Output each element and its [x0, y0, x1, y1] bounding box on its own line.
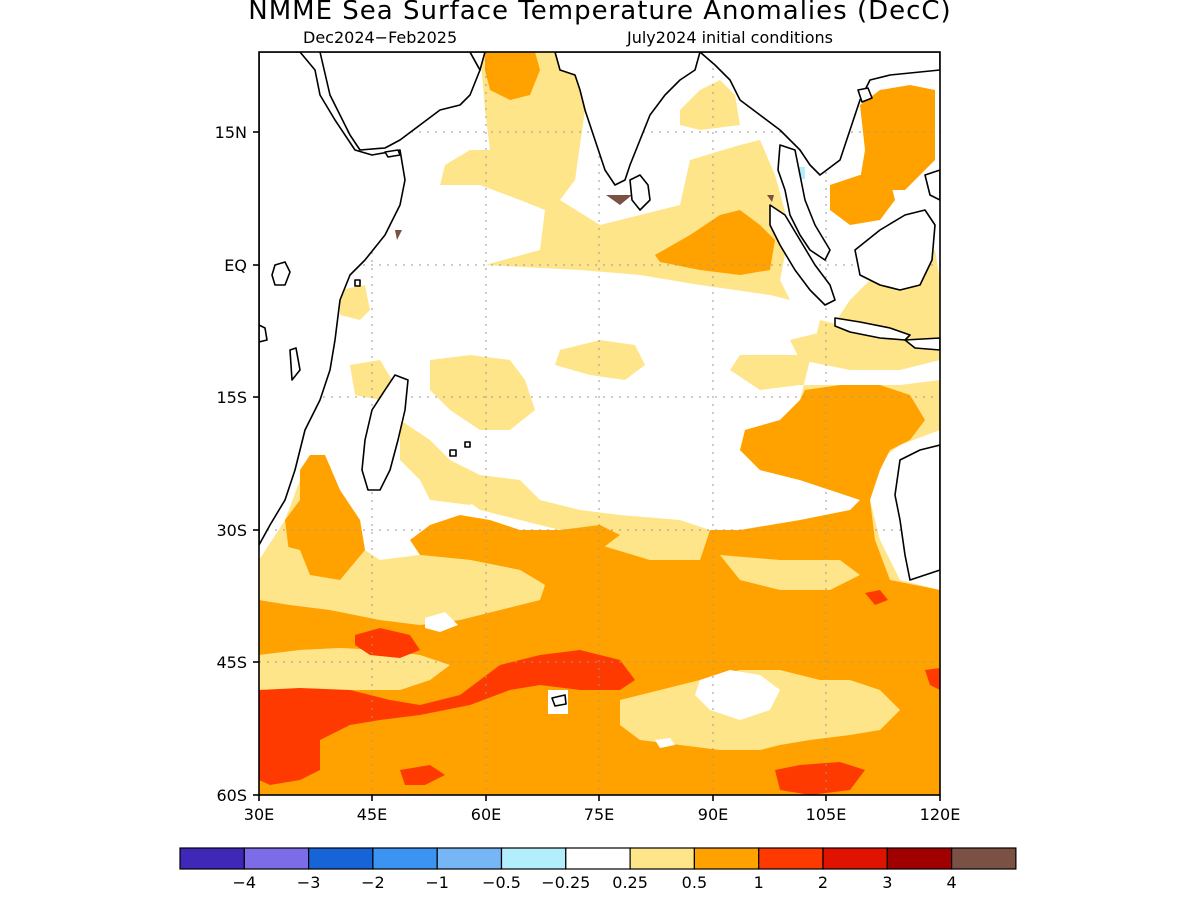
colorbar-swatch	[886, 847, 953, 870]
lon-label: 30E	[244, 805, 274, 824]
colorbar-label: 2	[818, 873, 828, 892]
reunion-land	[464, 441, 471, 448]
colorbar-swatch	[436, 847, 503, 870]
colorbar-label: −0.5	[482, 873, 521, 892]
east-africa-lake	[271, 261, 291, 286]
colorbar-label: −4	[233, 873, 257, 892]
colorbar-label: −2	[361, 873, 385, 892]
australia-land	[894, 444, 940, 581]
colorbar-label: −1	[425, 873, 449, 892]
initial-conditions: July2024 initial conditions	[627, 28, 833, 47]
lat-label: 15N	[215, 123, 247, 142]
colorbar-label: −0.25	[541, 873, 590, 892]
socotra-land	[384, 149, 401, 158]
sulawesi-land	[924, 169, 940, 201]
map-title: NMME Sea Surface Temperature Anomalies (…	[248, 0, 952, 26]
sumatra-land	[769, 204, 836, 306]
axis-ticks	[253, 131, 941, 801]
longitude-labels: 30E 45E 60E 75E 90E 105E 120E	[244, 805, 961, 824]
lat-label: EQ	[224, 256, 247, 275]
colorbar-label: −3	[297, 873, 321, 892]
colorbar-label: 4	[947, 873, 957, 892]
lon-label: 45E	[357, 805, 387, 824]
anomaly-1-2	[259, 590, 940, 795]
forecast-period: Dec2024−Feb2025	[303, 28, 458, 47]
kerguelen-land	[551, 694, 567, 707]
lon-label: 105E	[806, 805, 847, 824]
borneo-land	[854, 209, 936, 291]
anomaly-below-0.25	[425, 612, 780, 748]
comoros-land	[289, 347, 301, 381]
malay-peninsula-land	[777, 144, 831, 261]
lat-label: 30S	[216, 521, 247, 540]
colorbar-label: 1	[754, 873, 764, 892]
zanzibar-land	[354, 279, 361, 287]
colorbar-label: 0.5	[682, 873, 707, 892]
arabia-land	[319, 52, 481, 151]
lat-label: 60S	[216, 786, 247, 805]
colorbar-swatch	[950, 847, 1017, 870]
coastlines	[259, 52, 940, 707]
africa-land	[259, 52, 406, 546]
colorbar: −4 −3 −2 −1 −0.5 −0.25 0.25 0.5 1 2 3 4	[179, 847, 1017, 892]
colorbar-swatch	[693, 847, 760, 870]
persia-land	[469, 52, 486, 71]
lon-label: 60E	[471, 805, 501, 824]
lat-label: 15S	[216, 388, 247, 407]
colorbar-swatch	[822, 847, 888, 870]
hainan-land	[857, 87, 873, 103]
colorbar-swatch	[565, 847, 631, 870]
colorbar-swatch	[758, 847, 824, 870]
madagascar-land	[361, 374, 409, 491]
colorbar-label: 0.25	[612, 873, 648, 892]
colorbar-swatch	[179, 847, 245, 870]
colorbar-swatch	[500, 847, 567, 870]
lat-label: 45S	[216, 653, 247, 672]
colorbar-swatch	[372, 847, 438, 870]
sri-lanka-land	[629, 174, 651, 211]
india-land	[554, 52, 701, 186]
colorbar-swatch	[308, 847, 374, 870]
lake-land	[259, 324, 268, 343]
latitude-labels: 15N EQ 15S 30S 45S 60S	[215, 123, 247, 805]
anomaly-field	[259, 52, 940, 795]
southeast-asia-land	[699, 52, 940, 176]
lon-label: 90E	[698, 805, 728, 824]
colorbar-label: 3	[882, 873, 892, 892]
colorbar-swatch	[243, 847, 310, 870]
mauritius-land	[449, 449, 457, 457]
colorbar-swatch	[629, 847, 695, 870]
lon-label: 75E	[584, 805, 614, 824]
lesser-sunda-land	[904, 337, 940, 351]
lon-label: 120E	[920, 805, 961, 824]
